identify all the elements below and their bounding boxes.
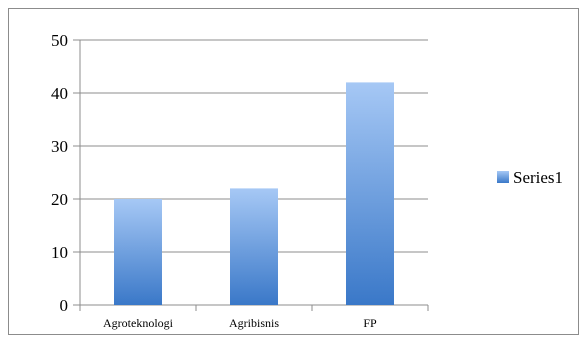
x-axis-ticks: Agroteknologi Agribisnis FP — [79, 305, 429, 330]
legend-label-series1: Series1 — [513, 168, 563, 187]
y-tick-label: 40 — [51, 84, 68, 103]
legend-swatch-series1 — [497, 171, 509, 183]
y-tick-label: 50 — [51, 31, 68, 50]
bar-fp — [346, 82, 394, 306]
x-tick-label: FP — [363, 316, 377, 330]
chart-frame — [8, 8, 579, 335]
x-tick-label: Agroteknologi — [103, 316, 174, 330]
y-tick-label: 0 — [60, 296, 69, 315]
x-tick-label: Agribisnis — [229, 316, 279, 330]
y-tick-label: 20 — [51, 190, 68, 209]
bar-agribisnis — [230, 188, 278, 305]
bar-agroteknologi — [114, 199, 162, 305]
y-axis-ticks: 0 10 20 30 40 50 — [51, 31, 68, 315]
y-tick-label: 30 — [51, 137, 68, 156]
y-tick-label: 10 — [51, 243, 68, 262]
legend: Series1 — [497, 168, 563, 187]
bars — [114, 82, 394, 306]
